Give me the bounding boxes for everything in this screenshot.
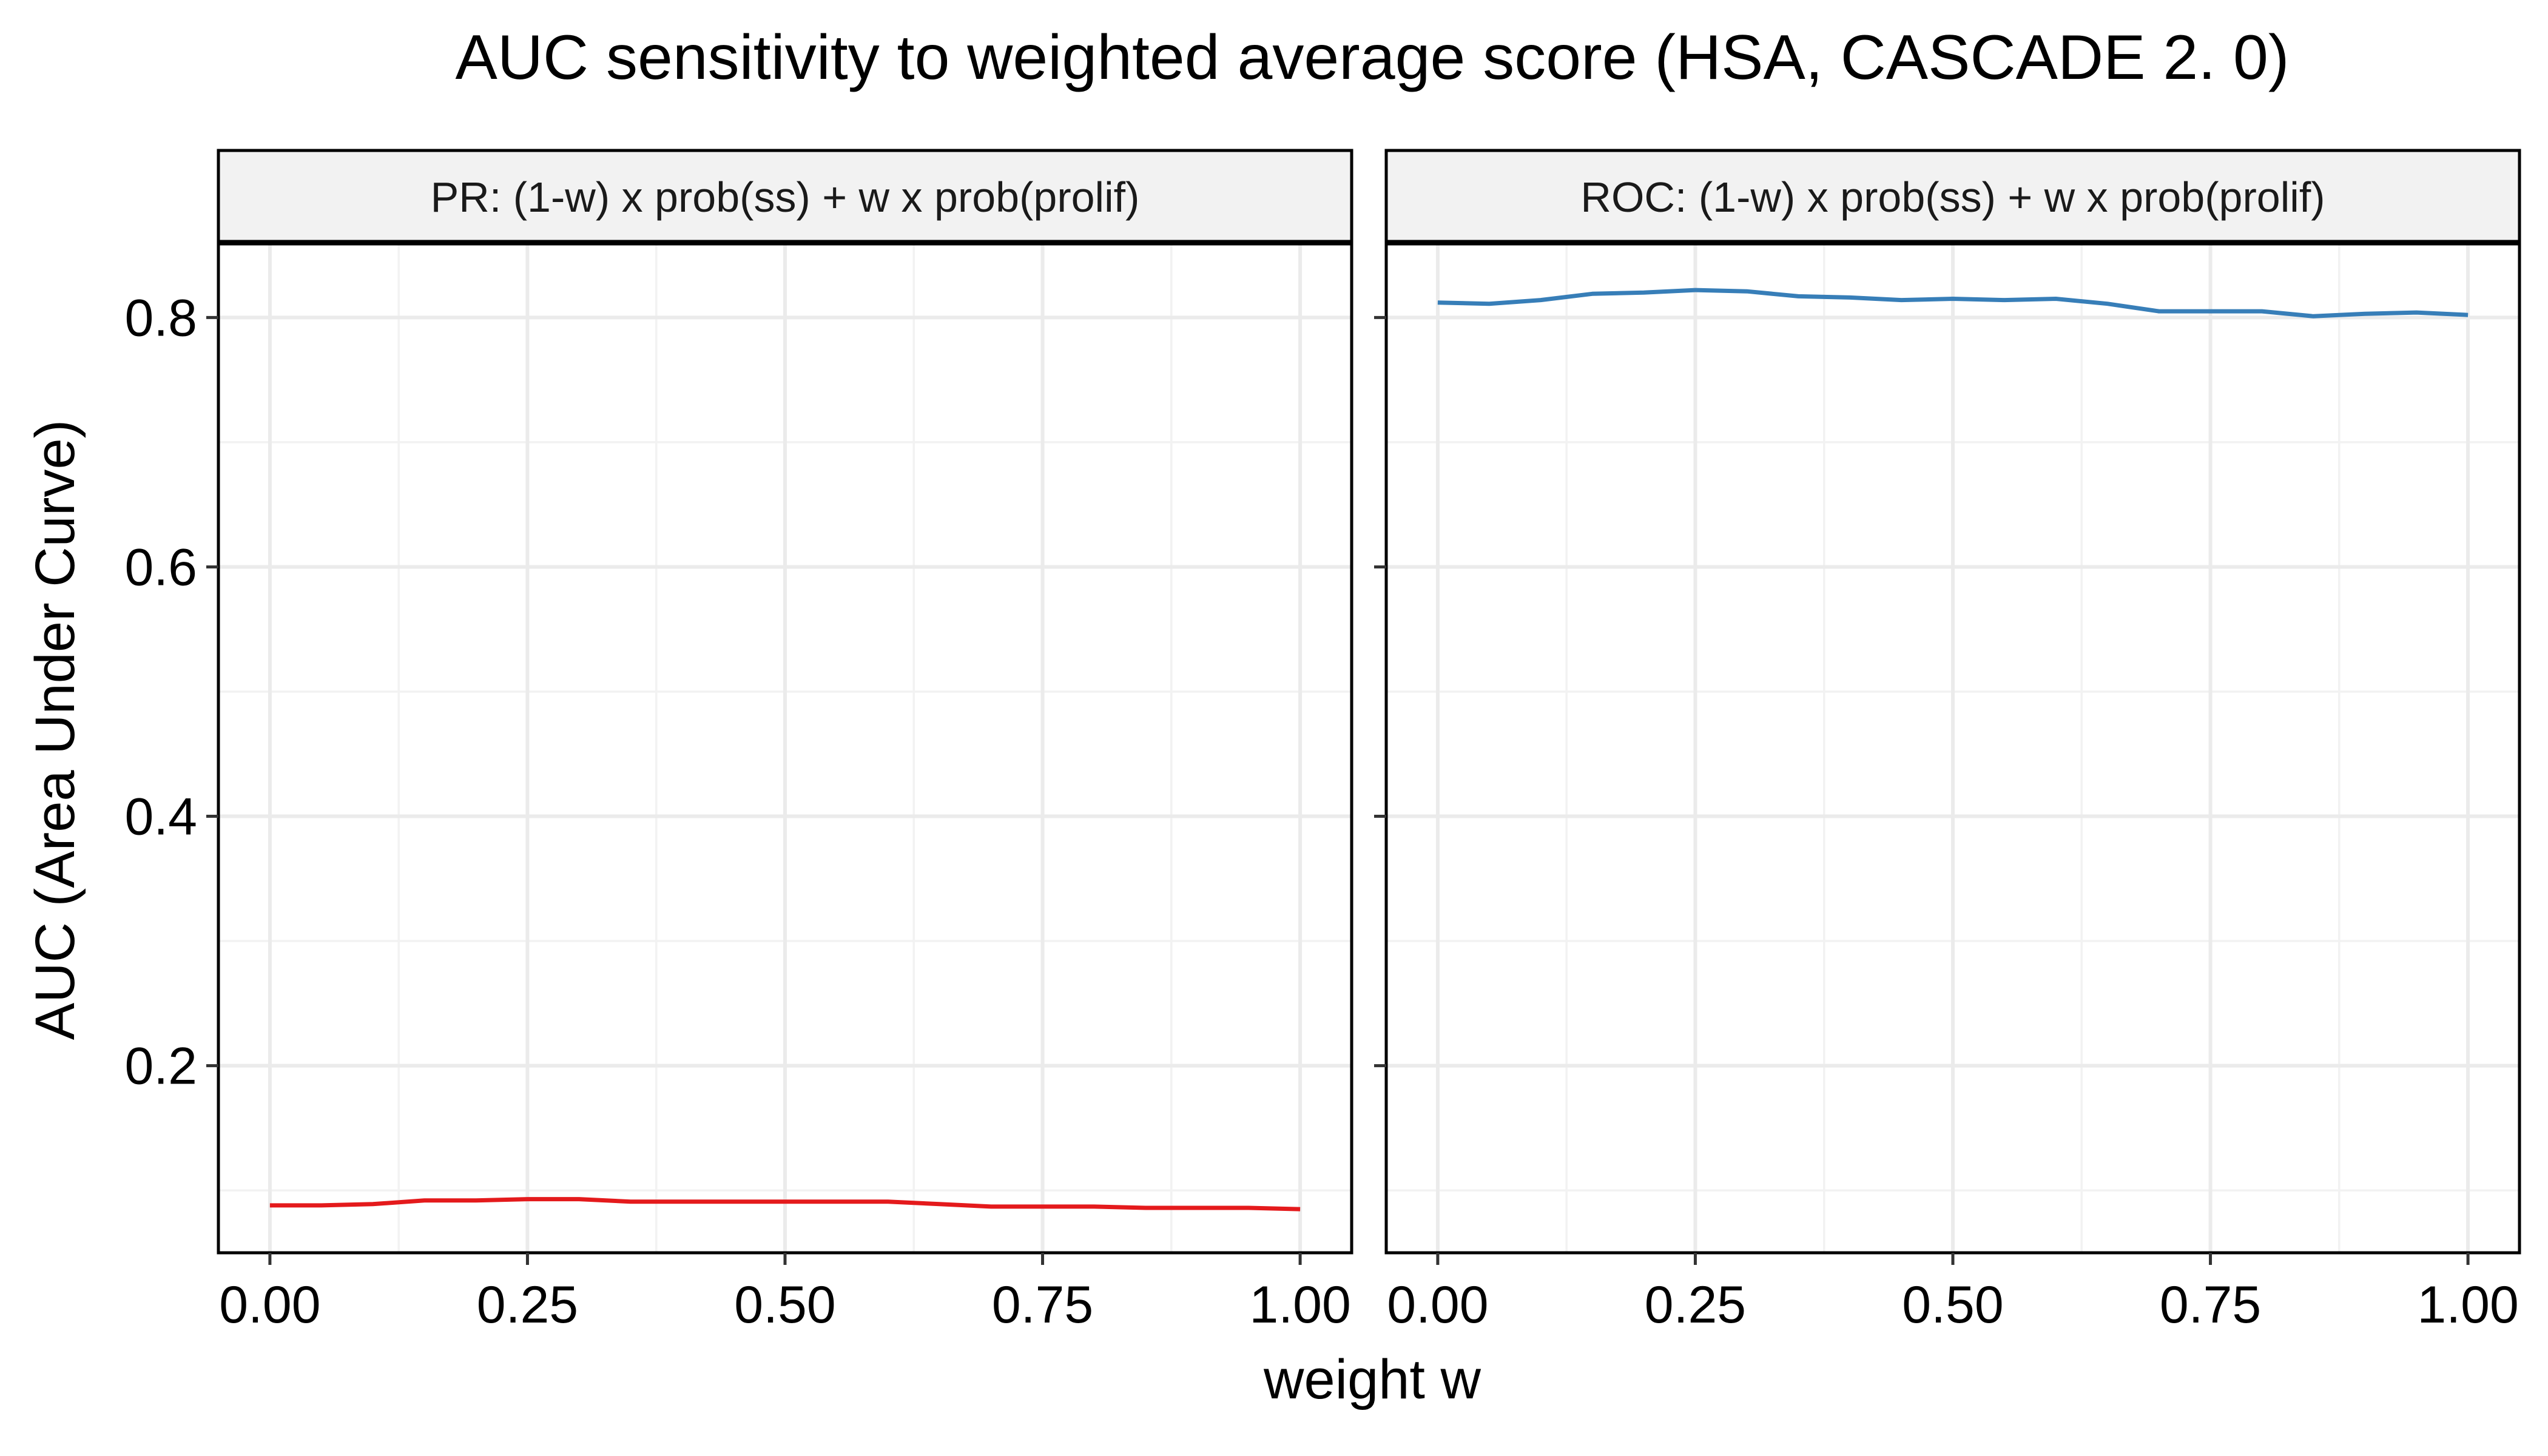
facet-strip-label: PR: (1-w) x prob(ss) + w x prob(prolif) <box>431 174 1140 221</box>
series-line-1 <box>269 1197 1301 1212</box>
facet-panel-2: ROC: (1-w) x prob(ss) + w x prob(prolif)… <box>1374 149 2521 1334</box>
y-axis-title: AUC (Area Under Curve) <box>24 420 86 1040</box>
chart-title: AUC sensitivity to weighted average scor… <box>456 22 2290 93</box>
x-tick-label: 1.00 <box>2417 1276 2518 1334</box>
facet-strip <box>1384 149 2521 244</box>
series-line-2 <box>1437 288 2469 318</box>
x-tick-label: 0.50 <box>1902 1276 2003 1334</box>
x-tick-label: 0.75 <box>992 1276 1093 1334</box>
facet-strip <box>217 149 1353 244</box>
x-tick-label: 0.25 <box>477 1276 578 1334</box>
y-tick-label: 0.2 <box>124 1037 197 1096</box>
facet-panels: PR: (1-w) x prob(ss) + w x prob(prolif) 0… <box>124 149 2521 1334</box>
y-tick-label: 0.6 <box>124 538 197 596</box>
x-tick-label: 0.50 <box>734 1276 835 1334</box>
x-tick-label: 0.25 <box>1645 1276 1746 1334</box>
x-tick-label: 0.00 <box>219 1276 320 1334</box>
y-tick-label: 0.8 <box>124 289 197 347</box>
x-tick-label: 1.00 <box>1249 1276 1350 1334</box>
x-tick-label: 0.75 <box>2160 1276 2261 1334</box>
y-tick-label: 0.4 <box>124 788 197 846</box>
x-tick-label: 0.00 <box>1387 1276 1488 1334</box>
facet-strip-label: ROC: (1-w) x prob(ss) + w x prob(prolif) <box>1580 174 2325 221</box>
x-axis-title: weight w <box>1263 1349 1481 1410</box>
facet-panel-1: PR: (1-w) x prob(ss) + w x prob(prolif) 0… <box>124 149 1353 1334</box>
